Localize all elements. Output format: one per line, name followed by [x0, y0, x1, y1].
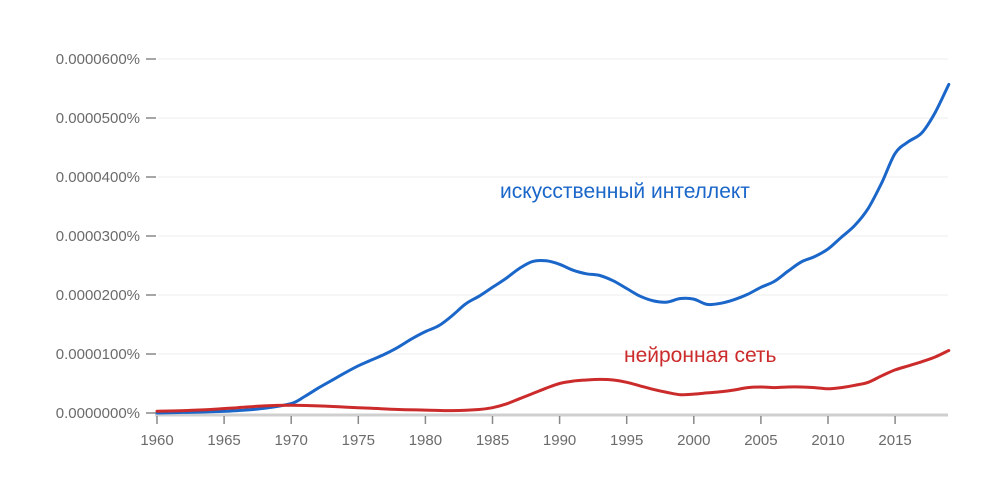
y-tick-label: 0.0000200% [56, 287, 140, 304]
x-tick-label: 1970 [275, 432, 308, 449]
y-tick-label: 0.0000600% [56, 51, 140, 68]
x-tick-label: 1960 [140, 432, 173, 449]
x-tick-label: 1975 [342, 432, 375, 449]
x-tick-label: 2005 [744, 432, 777, 449]
series-line-neural-network [155, 349, 951, 413]
x-tick-label: 2000 [677, 432, 710, 449]
x-tick-label: 1985 [476, 432, 509, 449]
y-axis: 0.0000000% 0.0000100% 0.0000200% 0.0000300%… [56, 51, 156, 422]
x-tick-label: 2010 [811, 432, 844, 449]
annotation-ai: искусственный интеллект [500, 180, 750, 203]
y-tick-label: 0.0000100% [56, 346, 140, 363]
series-line-artificial-intelligence [155, 82, 951, 415]
y-tick-label: 0.0000400% [56, 169, 140, 186]
gridlines [158, 58, 948, 355]
x-axis: 1960 1965 1970 1975 1980 1985 1990 1995 2000 2005… [140, 413, 948, 449]
annotation-neural-net: нейронная сеть [624, 344, 777, 367]
y-tick-label: 0.0000000% [56, 405, 140, 422]
y-tick-label: 0.0000500% [56, 110, 140, 127]
x-tick-label: 2015 [878, 432, 911, 449]
series-lines [155, 82, 951, 415]
x-tick-label: 1995 [610, 432, 643, 449]
x-tick-label: 1980 [409, 432, 442, 449]
x-tick-label: 1965 [207, 432, 240, 449]
x-tick-label: 1990 [543, 432, 576, 449]
series-annotations: искусственный интеллект нейронная сеть [500, 180, 777, 367]
y-tick-label: 0.0000300% [56, 228, 140, 245]
